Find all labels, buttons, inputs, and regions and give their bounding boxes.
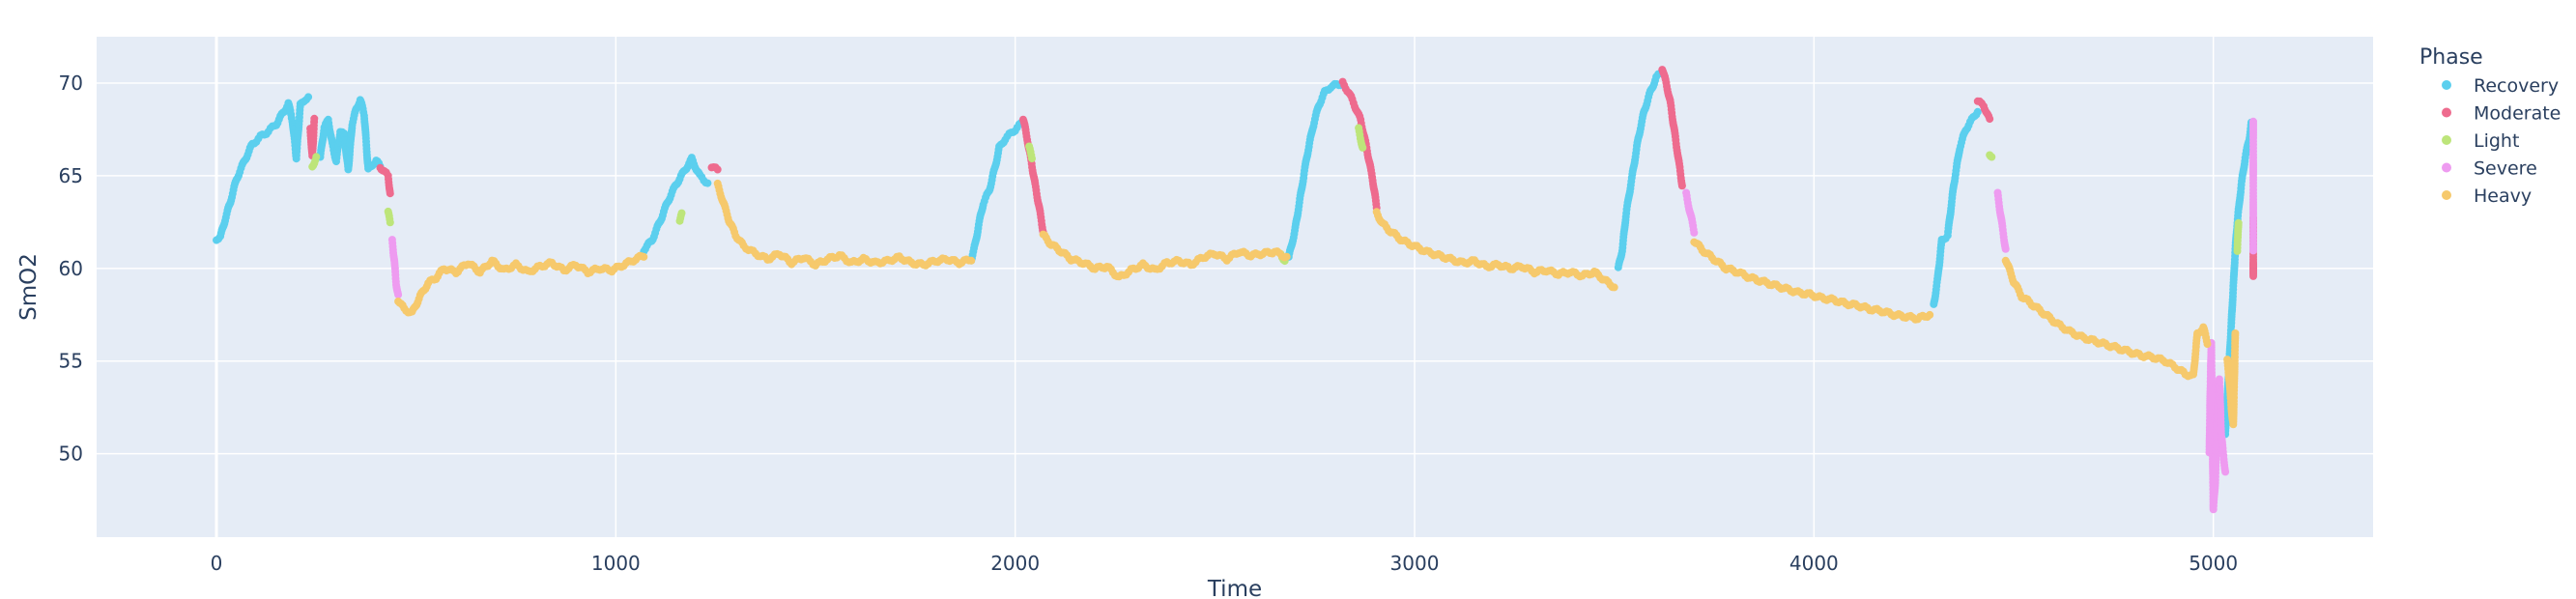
legend-item-severe[interactable]: Severe — [2442, 158, 2537, 180]
point-moderate — [2249, 260, 2257, 269]
point-heavy — [2231, 329, 2240, 337]
point-light — [677, 209, 686, 217]
point-heavy — [640, 252, 648, 261]
y-axis-title: SmO2 — [16, 253, 42, 321]
series-heavy[interactable] — [394, 179, 2240, 429]
x-tick-label: 4000 — [1789, 552, 1839, 575]
x-tick-label: 2000 — [990, 552, 1040, 575]
x-tick-labels: 0 1000 2000 3000 4000 5000 — [211, 552, 2238, 575]
legend-title: Phase — [2419, 45, 2483, 70]
x-tick-label: 5000 — [2189, 552, 2238, 575]
x-tick-label: 0 — [211, 552, 223, 575]
point-moderate — [386, 189, 394, 198]
legend-item-recovery[interactable]: Recovery — [2442, 75, 2559, 97]
point-light — [1028, 155, 1036, 163]
legend-item-heavy[interactable]: Heavy — [2442, 185, 2532, 207]
y-tick-label: 65 — [59, 164, 83, 187]
series-recovery[interactable] — [213, 69, 2255, 439]
legend-label-severe: Severe — [2474, 158, 2537, 180]
legend-item-light[interactable]: Light — [2442, 130, 2519, 152]
point-severe — [2001, 244, 2010, 253]
point-severe — [1690, 228, 1699, 237]
legend-marker-light — [2442, 135, 2451, 145]
plot-background — [97, 37, 2373, 537]
series-severe[interactable] — [387, 117, 2257, 514]
point-heavy — [1610, 283, 1618, 292]
y-tick-label: 50 — [59, 442, 83, 466]
legend-marker-severe — [2442, 162, 2451, 173]
legend-marker-heavy — [2442, 190, 2451, 200]
y-tick-label: 70 — [59, 71, 83, 95]
point-severe — [2221, 468, 2230, 476]
point-light — [312, 153, 321, 161]
point-moderate — [310, 114, 319, 123]
legend-label-recovery: Recovery — [2474, 75, 2559, 97]
x-axis-title: Time — [1207, 577, 1262, 599]
y-tick-label: 60 — [59, 257, 83, 280]
legend-label-heavy: Heavy — [2474, 185, 2532, 207]
point-recovery — [703, 179, 712, 187]
point-moderate — [1986, 115, 1994, 124]
x-tick-label: 3000 — [1390, 552, 1440, 575]
legend-label-light: Light — [2474, 130, 2519, 152]
legend-item-moderate[interactable]: Moderate — [2442, 103, 2561, 125]
point-recovery — [304, 93, 313, 101]
point-moderate — [713, 165, 722, 174]
point-heavy — [2203, 340, 2212, 349]
point-heavy — [967, 256, 976, 265]
legend-label-moderate: Moderate — [2474, 103, 2561, 125]
data-series[interactable] — [213, 66, 2257, 514]
legend-marker-moderate — [2442, 107, 2451, 118]
x-tick-label: 1000 — [591, 552, 641, 575]
legend[interactable]: Phase Recovery Moderate Light Severe Heavy — [2419, 45, 2561, 207]
point-light — [386, 218, 394, 227]
point-severe — [2249, 246, 2257, 255]
point-light — [1988, 153, 1996, 161]
legend-marker-recovery — [2442, 80, 2451, 90]
y-tick-labels: 50 55 60 65 70 — [59, 71, 83, 466]
point-light — [1359, 143, 1367, 152]
point-heavy — [1282, 252, 1291, 261]
point-light — [2234, 218, 2243, 227]
y-tick-label: 55 — [59, 350, 83, 373]
point-heavy — [1926, 310, 1934, 319]
point-severe — [394, 291, 403, 300]
point-moderate — [1677, 182, 1686, 190]
point-recovery — [1973, 107, 1982, 116]
